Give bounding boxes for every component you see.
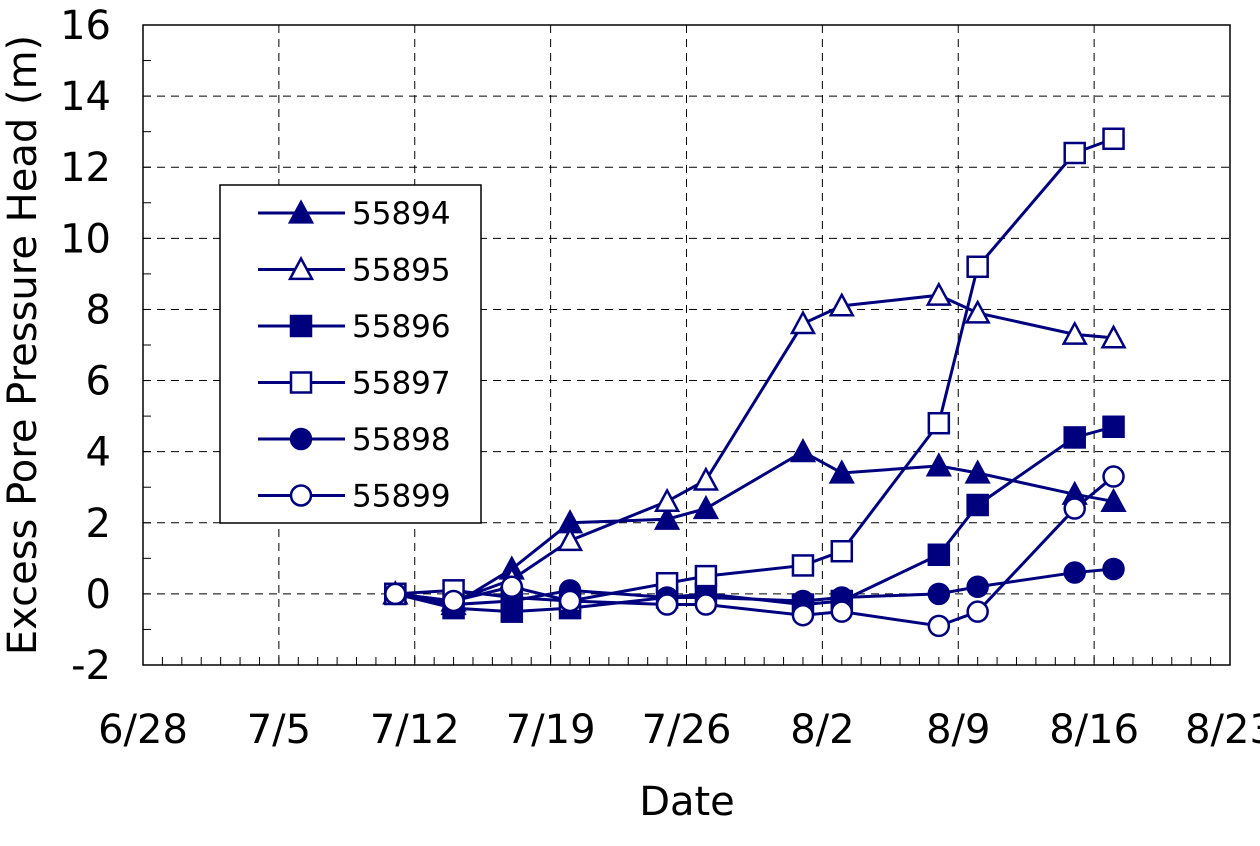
data-point — [927, 411, 951, 435]
data-point — [964, 459, 991, 484]
y-tick-label: 12 — [60, 145, 111, 191]
legend-label: 55899 — [352, 479, 451, 515]
legend-label: 55896 — [352, 309, 451, 345]
data-point — [1063, 426, 1086, 449]
legend-label: 55894 — [352, 196, 451, 232]
data-point — [1063, 497, 1086, 520]
x-tick-labels: 6/28 7/5 7/12 7/19 7/26 8/2 8/9 8/16 8/23 — [98, 707, 1260, 753]
data-point — [653, 505, 681, 530]
data-point — [442, 589, 465, 613]
data-point — [830, 600, 854, 623]
data-point — [966, 493, 989, 517]
legend-label: 55897 — [352, 366, 451, 402]
y-axis-title: Excess Pore Pressure Head (m) — [0, 35, 46, 655]
data-point — [500, 575, 524, 599]
series-55899 — [384, 465, 1125, 638]
series-55894 — [382, 438, 1127, 616]
y-tick-label: -2 — [71, 643, 111, 689]
y-tick-label: 4 — [86, 430, 111, 476]
series-line — [395, 293, 1114, 603]
x-tick-label: 8/16 — [1049, 707, 1139, 753]
x-axis-title: Date — [639, 779, 735, 825]
data-point — [925, 281, 952, 306]
legend-marker — [287, 255, 315, 281]
data-point — [1102, 127, 1125, 151]
data-point — [791, 554, 815, 577]
legend: 55894 55895 55896 55897 55898 55899 — [219, 184, 482, 524]
data-point — [927, 582, 951, 606]
data-point — [828, 459, 855, 484]
data-point — [964, 299, 991, 324]
x-tick-label: 8/23 — [1185, 707, 1260, 753]
series-layer — [382, 127, 1127, 638]
data-point — [692, 466, 720, 491]
data-point — [655, 593, 679, 616]
data-point — [558, 589, 582, 613]
legend-item: 55895 — [258, 253, 451, 289]
y-tick-label: 8 — [86, 287, 111, 333]
legend-marker — [289, 484, 313, 507]
data-point — [1100, 487, 1127, 513]
data-point — [384, 582, 407, 606]
y-tick-label: 2 — [86, 501, 111, 547]
legend-item: 55899 — [258, 479, 451, 515]
legend-item: 55896 — [258, 309, 451, 345]
data-point — [694, 564, 718, 588]
y-tick-label: 0 — [86, 572, 111, 618]
x-tick-label: 8/2 — [790, 707, 854, 753]
data-point — [927, 614, 951, 638]
x-tick-label: 8/9 — [926, 707, 990, 753]
legend-item: 55894 — [258, 196, 451, 232]
data-point — [828, 292, 855, 317]
data-point — [1102, 465, 1125, 488]
legend-box — [219, 184, 482, 524]
data-point — [653, 487, 681, 513]
data-point — [1061, 320, 1088, 345]
data-point — [556, 526, 584, 552]
data-point — [830, 539, 854, 563]
legend-marker — [289, 371, 313, 394]
x-tick-label: 7/19 — [506, 707, 596, 753]
legend-label: 55895 — [352, 253, 451, 289]
y-tick-label: 6 — [86, 359, 111, 405]
data-point — [927, 543, 951, 567]
y-tick-label: 16 — [60, 3, 111, 49]
x-tick-label: 6/28 — [98, 707, 188, 753]
data-point — [1100, 324, 1127, 349]
legend-marker — [287, 199, 315, 224]
x-tick-label: 7/26 — [642, 707, 732, 753]
data-point — [789, 438, 817, 463]
legend-label: 55898 — [352, 422, 451, 458]
y-tick-label: 14 — [60, 74, 111, 120]
legend-item: 55897 — [258, 366, 451, 402]
data-point — [692, 494, 720, 520]
y-tick-label: 10 — [60, 216, 111, 262]
series-55897 — [384, 127, 1125, 613]
legend-marker — [289, 314, 313, 338]
data-point — [791, 603, 815, 627]
data-point — [966, 600, 989, 623]
data-point — [789, 310, 817, 335]
legend-marker — [289, 427, 313, 451]
x-tick-label: 7/12 — [370, 707, 460, 753]
data-point — [1063, 141, 1086, 165]
y-tick-labels: -2 0 2 4 6 8 10 12 14 16 — [60, 3, 111, 689]
data-point — [1063, 561, 1086, 584]
x-tick-label: 7/5 — [247, 707, 311, 753]
data-point — [1102, 415, 1125, 439]
data-point — [1102, 557, 1125, 581]
series-55895 — [382, 281, 1127, 612]
series-line — [395, 137, 1115, 603]
data-point — [925, 452, 952, 477]
data-point — [694, 593, 718, 616]
data-point — [966, 255, 989, 279]
minor-ticks — [142, 24, 1231, 666]
legend-item: 55898 — [258, 422, 451, 458]
data-point — [966, 575, 989, 599]
